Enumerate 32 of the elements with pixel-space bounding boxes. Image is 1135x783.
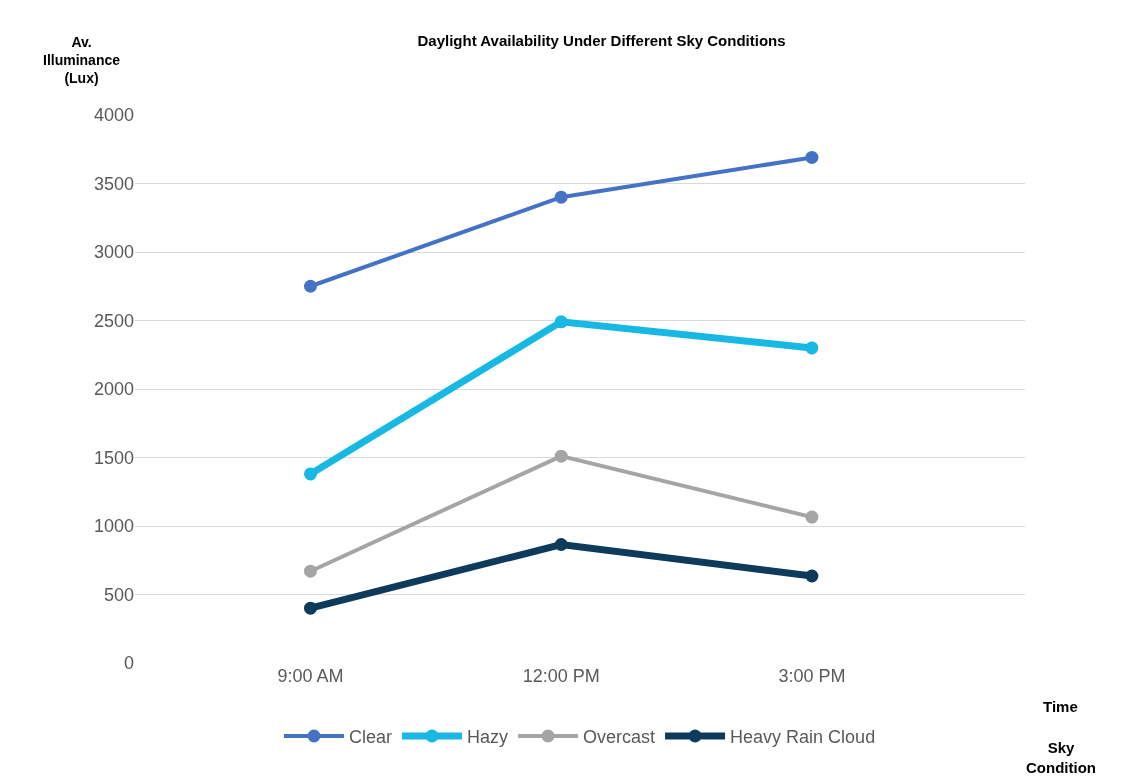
point — [554, 538, 568, 551]
y-tick-label: 4000 — [93, 105, 134, 126]
legend-label: Hazy — [467, 727, 509, 748]
legend-label: Heavy Rain Cloud — [730, 727, 876, 748]
y-axis-title: Av. Illuminance (Lux) — [43, 34, 121, 87]
x-tick-label: 12:00 PM — [522, 666, 600, 686]
y-tick-label: 3000 — [93, 242, 134, 263]
y-tick-label: 1000 — [93, 516, 134, 537]
legend-title: Sky Condition — [1026, 739, 1096, 776]
y-tick-label: 0 — [123, 653, 134, 674]
point — [554, 315, 568, 329]
point — [554, 449, 568, 463]
y-tick-label: 2500 — [93, 310, 134, 331]
point — [304, 601, 317, 615]
y-tick-label: 3500 — [93, 173, 134, 194]
point — [805, 510, 819, 524]
point — [805, 569, 819, 583]
x-tick-label: 3:00 PM — [778, 666, 846, 686]
x-tick-label: 9:00 AM — [277, 666, 344, 686]
point — [304, 467, 317, 481]
legend-label: Overcast — [583, 727, 656, 748]
y-tick-label: 2000 — [93, 379, 134, 400]
y-tick-label: 500 — [103, 584, 134, 605]
chart-title: Daylight Availability Under Different Sky Conditions — [417, 31, 786, 49]
x-axis-title: Time — [1043, 698, 1078, 715]
y-tick-label: 1500 — [93, 447, 134, 468]
point — [805, 341, 819, 355]
legend-label: Clear — [349, 727, 393, 748]
point — [554, 190, 568, 204]
point — [304, 279, 317, 293]
point — [805, 150, 819, 164]
point — [304, 564, 317, 578]
